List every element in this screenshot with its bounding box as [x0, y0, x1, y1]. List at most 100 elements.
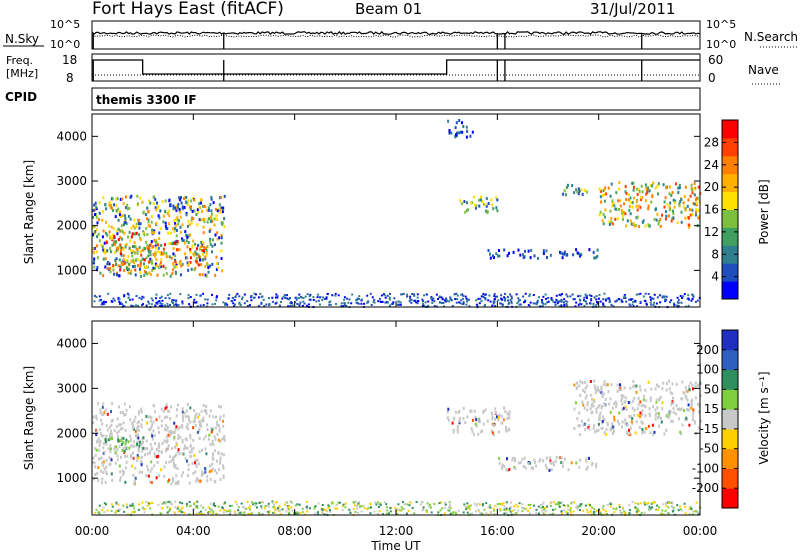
heatmap-cell	[459, 417, 461, 421]
heatmap-cell	[105, 424, 108, 428]
heatmap-cell	[611, 222, 614, 226]
heatmap-cell	[234, 500, 237, 503]
heatmap-cell	[537, 505, 540, 508]
heatmap-cell	[118, 258, 121, 262]
heatmap-cell	[153, 229, 156, 233]
heatmap-cell	[179, 210, 182, 214]
heatmap-cell	[181, 502, 184, 505]
heatmap-cell	[671, 191, 674, 194]
heatmap-cell	[157, 454, 160, 458]
heatmap-cell	[172, 207, 175, 211]
heatmap-cell	[162, 214, 165, 218]
heatmap-cell	[219, 415, 222, 419]
heatmap-cell	[209, 508, 212, 511]
heatmap-cell	[224, 501, 227, 504]
heatmap-cell	[239, 511, 242, 514]
heatmap-cell	[557, 501, 560, 504]
heatmap-cell	[361, 298, 363, 301]
heatmap-cell	[406, 293, 409, 296]
heatmap-cell	[101, 461, 104, 465]
heatmap-cell	[182, 452, 185, 456]
heatmap-cell	[145, 256, 148, 260]
heatmap-cell	[562, 504, 565, 507]
heatmap-cell	[179, 293, 182, 296]
heatmap-cell	[462, 297, 464, 300]
heatmap-cell	[672, 209, 674, 213]
heatmap-cell	[375, 503, 378, 506]
heatmap-cell	[101, 481, 103, 485]
heatmap-cell	[110, 431, 113, 435]
heatmap-cell	[609, 397, 612, 401]
heatmap-cell	[171, 431, 174, 434]
heatmap-cell	[130, 226, 133, 230]
heatmap-cell	[109, 435, 112, 438]
heatmap-cell	[631, 500, 634, 503]
heatmap-cell	[321, 509, 324, 512]
heatmap-cell	[296, 303, 299, 305]
heatmap-cell	[695, 213, 697, 217]
heatmap-cell	[494, 296, 497, 299]
heatmap-cell	[551, 508, 554, 511]
heatmap-cell	[614, 217, 617, 221]
heatmap-cell	[158, 237, 161, 241]
heatmap-cell	[438, 502, 441, 505]
heatmap-cell	[112, 233, 115, 237]
heatmap-cell	[483, 304, 486, 307]
heatmap-cell	[149, 253, 152, 257]
colorbar-segment	[722, 330, 738, 351]
heatmap-cell	[323, 297, 326, 300]
heatmap-cell	[225, 510, 228, 513]
heatmap-cell	[116, 458, 119, 462]
heatmap-cell	[503, 406, 506, 410]
heatmap-cell	[416, 302, 419, 305]
heatmap-cell	[549, 461, 552, 465]
heatmap-cell	[498, 456, 501, 460]
heatmap-cell	[194, 458, 197, 462]
heatmap-cell	[236, 292, 239, 295]
heatmap-cell	[459, 199, 462, 203]
heatmap-cell	[600, 391, 603, 395]
heatmap-cell	[128, 446, 131, 450]
heatmap-cell	[583, 296, 586, 299]
heatmap-cell	[662, 295, 665, 298]
heatmap-cell	[112, 268, 115, 272]
nsky-tick-bottom: 10^0	[50, 38, 80, 51]
heatmap-cell	[578, 424, 581, 427]
heatmap-cell	[566, 295, 569, 298]
heatmap-cell	[329, 510, 332, 513]
heatmap-cell	[529, 461, 532, 465]
heatmap-cell	[425, 511, 428, 514]
heatmap-cell	[204, 265, 207, 268]
heatmap-cell	[647, 223, 650, 227]
heatmap-cell	[503, 298, 506, 301]
heatmap-cell	[175, 300, 178, 303]
heatmap-cell	[603, 199, 606, 203]
heatmap-cell	[136, 440, 139, 444]
heatmap-cell	[163, 251, 166, 255]
heatmap-cell	[173, 464, 176, 468]
heatmap-cell	[312, 299, 315, 301]
heatmap-cell	[292, 512, 295, 515]
heatmap-cell	[326, 292, 329, 295]
yaxis-tick-label: 4000	[56, 129, 87, 143]
heatmap-cell	[96, 250, 98, 254]
heatmap-cell	[164, 209, 167, 213]
heatmap-cell	[149, 242, 152, 246]
heatmap-cell	[363, 302, 366, 305]
heatmap-cell	[146, 447, 149, 451]
heatmap-cell	[490, 198, 493, 202]
heatmap-cell	[663, 205, 666, 209]
heatmap-cell	[628, 415, 631, 419]
heatmap-cell	[121, 427, 124, 430]
heatmap-cell	[102, 196, 105, 200]
heatmap-cell	[690, 506, 693, 509]
heatmap-cell	[693, 182, 696, 185]
heatmap-cell	[173, 229, 176, 233]
heatmap-cell	[173, 241, 176, 245]
heatmap-cell	[95, 433, 98, 437]
heatmap-cell	[173, 435, 176, 439]
heatmap-cell	[595, 410, 598, 414]
heatmap-cell	[209, 409, 212, 413]
colorbar-tick-label: 16	[704, 203, 719, 217]
heatmap-cell	[150, 259, 153, 263]
